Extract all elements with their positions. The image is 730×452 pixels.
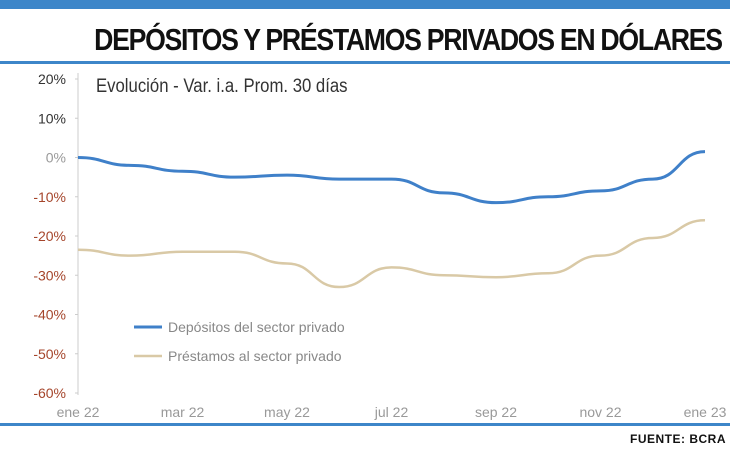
y-tick-label: 10% — [38, 110, 66, 126]
x-tick-label: may 22 — [264, 404, 310, 420]
series-line-depositos — [77, 150, 706, 205]
x-tick-label: ene 22 — [57, 404, 100, 420]
y-tick-label: 0% — [46, 150, 66, 166]
top-accent-bar — [0, 0, 730, 9]
x-tick-label: nov 22 — [579, 404, 621, 420]
y-tick-label: -50% — [33, 346, 66, 362]
chart-title: DEPÓSITOS Y PRÉSTAMOS PRIVADOS EN DÓLARE… — [94, 22, 723, 57]
chart-subtitle: Evolución - Var. i.a. Prom. 30 días — [96, 76, 348, 97]
y-tick-label: 20% — [38, 71, 66, 87]
y-tick-label: -30% — [33, 267, 66, 283]
x-tick-label: jul 22 — [374, 404, 409, 420]
y-tick-label: -60% — [33, 385, 66, 401]
legend-label: Préstamos al sector privado — [168, 348, 342, 364]
bottom-rule — [0, 423, 730, 426]
x-tick-label: ene 23 — [684, 404, 727, 420]
legend-label: Depósitos del sector privado — [168, 319, 345, 335]
y-tick-label: -20% — [33, 228, 66, 244]
y-tick-label: -40% — [33, 307, 66, 323]
x-tick-label: mar 22 — [161, 404, 205, 420]
y-tick-label: -10% — [33, 189, 66, 205]
x-tick-label: sep 22 — [475, 404, 517, 420]
source-note: FUENTE: BCRA — [630, 432, 726, 446]
series-line-prestamos — [77, 219, 706, 289]
title-rule — [0, 61, 730, 64]
